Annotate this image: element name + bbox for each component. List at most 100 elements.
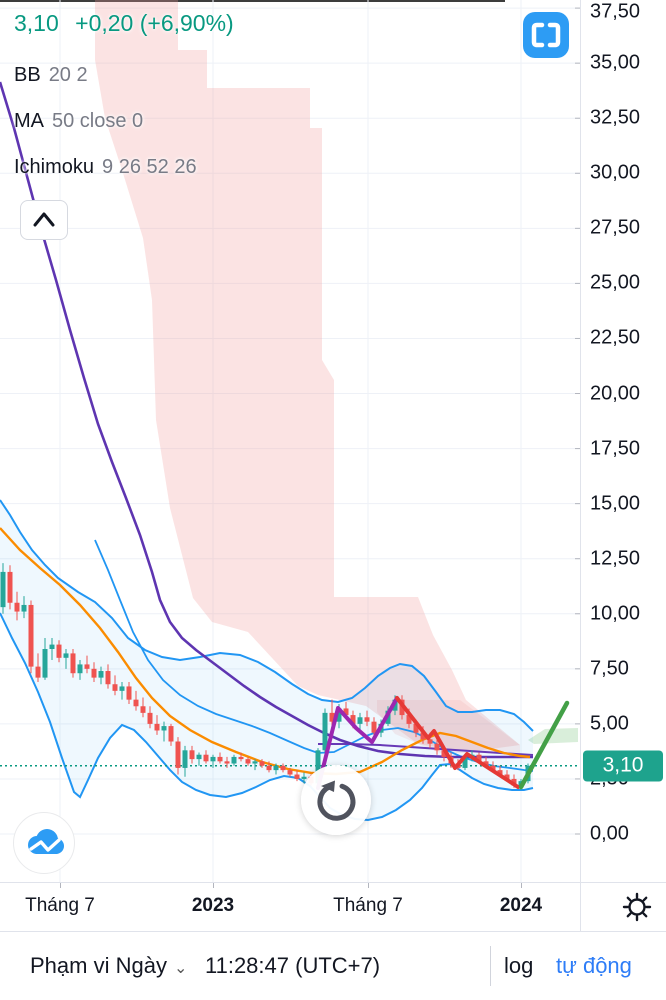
price-axis-label: 0,00 [590, 822, 629, 845]
screenshot-button[interactable] [523, 12, 569, 58]
candle-body [476, 754, 482, 762]
candle-body [434, 743, 440, 751]
candle-body [483, 761, 489, 766]
sun-icon [622, 892, 652, 922]
ichimoku-lagging-line [0, 81, 533, 759]
candle-body [427, 739, 433, 744]
candle-body [245, 759, 251, 764]
candle-body [154, 723, 160, 731]
last-price-tag: 3,10 [583, 750, 663, 782]
candle-body [336, 708, 342, 722]
time-axis-label: 2024 [499, 895, 543, 916]
bollinger-upper-band [0, 499, 534, 732]
bottom-toolbar: Phạm vi Ngày ⌄ 11:28:47 (UTC+7) log tự độ… [0, 932, 666, 1000]
brightness-toggle-button[interactable] [614, 885, 660, 929]
indicator-params: 50 close 0 [52, 110, 144, 132]
chart-canvas[interactable] [0, 0, 580, 882]
reset-chart-button[interactable] [301, 765, 371, 835]
cloud-chart-icon [28, 829, 64, 854]
candle-body [252, 761, 258, 764]
indicator-params: 20 2 [48, 64, 88, 86]
price-axis-label: 20,00 [590, 382, 641, 405]
indicator-row-ma[interactable]: MA 50 close 0 [14, 110, 143, 133]
candle-body [91, 668, 97, 678]
time-tick [60, 883, 61, 888]
symbol-quote: 3,10 +0,20 (+6,90%) [14, 10, 234, 37]
candle-body [175, 741, 181, 768]
candle-body [49, 644, 55, 649]
toolbar-divider [490, 946, 491, 986]
price-axis-label: 32,50 [590, 106, 641, 129]
candle-body [364, 717, 370, 722]
candle-body [329, 712, 335, 722]
drawing-zigzag-purple [316, 696, 399, 790]
candle-body [28, 604, 34, 667]
indicator-params: 9 26 52 26 [102, 156, 197, 178]
candle-body [210, 756, 216, 762]
chevron-down-icon: ⌄ [173, 960, 188, 977]
status-strip [0, 0, 505, 2]
chart-area[interactable]: 3,10 +0,20 (+6,90%) BB 20 2 MA 50 close 0 … [0, 0, 580, 882]
candle-body [287, 770, 293, 775]
candle-body [147, 712, 153, 724]
candle-body [406, 715, 412, 724]
candle-body [161, 726, 167, 731]
time-tick [521, 883, 522, 888]
candle-body [189, 750, 195, 760]
indicator-row-ichimoku[interactable]: Ichimoku 9 26 52 26 [14, 156, 197, 179]
candle-body [14, 602, 20, 612]
auto-scale-toggle[interactable]: tự động [556, 953, 632, 978]
candle-body [441, 750, 447, 757]
bollinger-fill [0, 500, 533, 820]
candle-body [497, 770, 503, 775]
candle-body [84, 664, 90, 669]
candle-body [70, 653, 76, 674]
clock-display: 11:28:47 (UTC+7) [205, 953, 381, 978]
candle-body [301, 776, 307, 779]
candle-body [203, 754, 209, 762]
candle-body [231, 756, 237, 764]
candle-body [504, 774, 510, 779]
time-tick [368, 883, 369, 888]
last-price: 3,10 [14, 10, 59, 36]
candle-body [350, 715, 356, 724]
price-axis-label: 25,00 [590, 271, 641, 294]
price-axis[interactable]: 37,50 35,00 32,50 30,00 27,50 25,00 22,50 20,00… [580, 0, 666, 882]
indicator-row-bb[interactable]: BB 20 2 [14, 64, 88, 87]
frame-brackets-icon [531, 22, 561, 48]
candle-body [238, 756, 244, 760]
candle-body [98, 671, 104, 678]
collapse-legend-button[interactable] [20, 200, 68, 240]
candle-body [315, 750, 321, 784]
candle-body [413, 723, 419, 733]
price-axis-label: 7,50 [590, 657, 629, 680]
candle-body [294, 774, 300, 779]
drawing-zigzag-red [395, 696, 520, 789]
time-axis[interactable]: Tháng 7 2023 Tháng 7 2024 [0, 882, 666, 932]
chevron-up-icon [33, 212, 55, 227]
candle-body [280, 765, 286, 771]
time-axis-label: 2023 [191, 895, 235, 916]
drawing-trendline-green [518, 700, 570, 790]
indicator-name: MA [14, 110, 44, 132]
candle-body [196, 754, 202, 760]
price-axis-label: 27,50 [590, 216, 641, 239]
price-axis-label: 17,50 [590, 437, 641, 460]
price-axis-label: 30,00 [590, 161, 641, 184]
price-axis-label: 22,50 [590, 326, 641, 349]
candle-body [42, 648, 48, 678]
candle-body [273, 765, 279, 771]
time-axis-label: Tháng 7 [333, 895, 403, 916]
price-axis-label: 37,50 [590, 0, 641, 23]
price-axis-label: 10,00 [590, 602, 641, 625]
indicator-name: BB [14, 64, 41, 86]
candle-body [140, 706, 146, 713]
ichimoku-bearish-cloud [95, 0, 520, 752]
range-selector[interactable]: Phạm vi Ngày ⌄ [30, 953, 187, 979]
log-scale-toggle[interactable]: log [504, 953, 534, 978]
candle-body [343, 708, 349, 716]
candle-body [56, 644, 62, 658]
price-axis-label: 12,50 [590, 547, 641, 570]
candle-body [322, 712, 328, 751]
